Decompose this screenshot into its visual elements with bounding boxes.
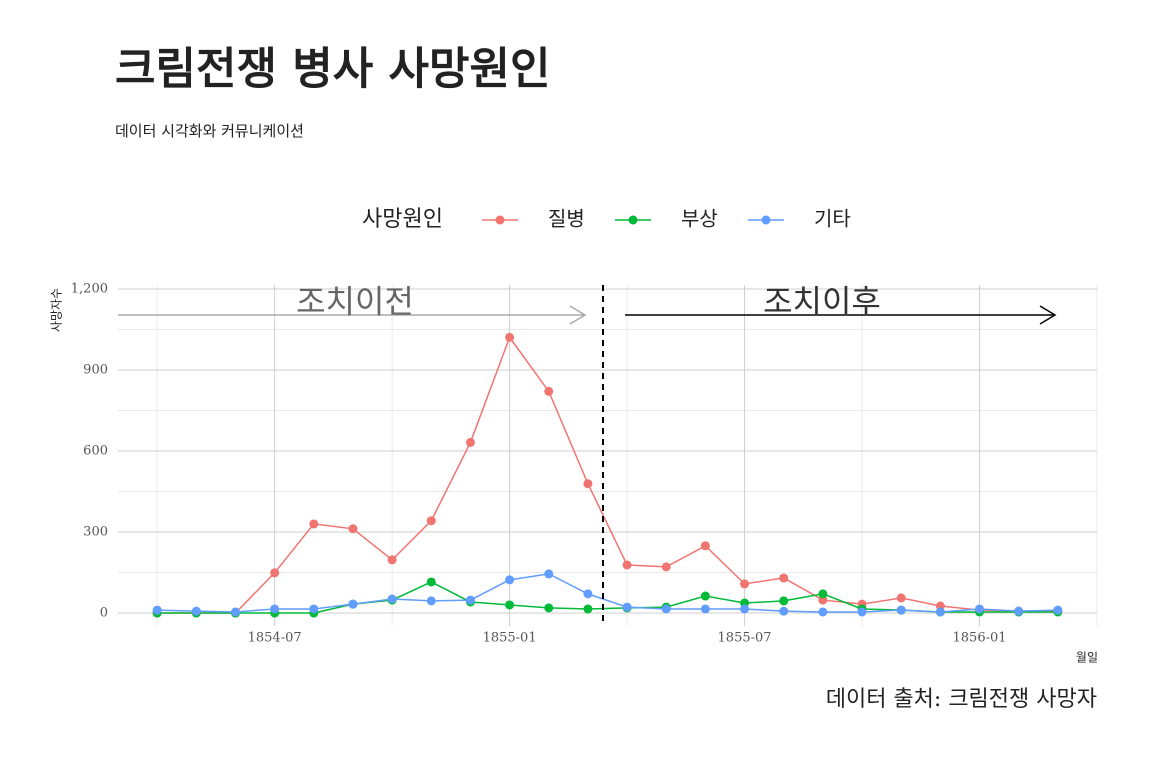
legend-label: 질병	[548, 207, 585, 231]
data-point	[1014, 606, 1024, 616]
data-point	[779, 573, 789, 583]
data-point	[230, 607, 240, 617]
data-point	[779, 606, 789, 616]
legend-label: 기타	[814, 207, 851, 231]
y-tick-label: 600	[83, 444, 108, 459]
data-point	[544, 603, 554, 613]
data-point	[935, 607, 945, 617]
series-line	[157, 573, 1058, 613]
y-tick-label: 1,200	[71, 282, 108, 297]
y-tick-label: 0	[100, 606, 108, 621]
x-tick-label: 1854-07	[248, 631, 302, 646]
data-point	[152, 605, 162, 615]
chart-subtitle: 데이터 시각화와 커뮤니케이션	[115, 122, 304, 140]
data-point	[740, 579, 750, 589]
data-point	[465, 437, 475, 447]
legend-label: 부상	[681, 207, 718, 231]
data-point	[779, 596, 789, 606]
data-point	[700, 591, 710, 601]
data-point	[505, 575, 515, 585]
data-point	[505, 600, 515, 610]
data-point	[387, 555, 397, 565]
data-point	[896, 593, 906, 603]
data-point	[544, 386, 554, 396]
data-point	[583, 589, 593, 599]
legend-key	[761, 215, 771, 225]
data-point	[191, 606, 201, 616]
data-point	[348, 524, 358, 534]
data-point	[700, 541, 710, 551]
caption: 데이터 출처: 크림전쟁 사망자	[826, 687, 1097, 712]
data-point	[270, 604, 280, 614]
series-line	[157, 335, 1058, 614]
data-point	[583, 479, 593, 489]
data-point	[426, 596, 436, 606]
data-point	[465, 595, 475, 605]
annotation: 조치이후	[763, 283, 881, 321]
data-point	[740, 604, 750, 614]
data-point	[348, 599, 358, 609]
x-tick-label: 1855-07	[718, 631, 772, 646]
legend-key	[628, 215, 638, 225]
data-point	[270, 568, 280, 578]
data-point	[622, 560, 632, 570]
data-point	[544, 569, 554, 579]
data-point	[505, 332, 515, 342]
data-point	[661, 604, 671, 614]
data-point	[583, 604, 593, 614]
data-point	[818, 589, 828, 599]
data-point	[622, 602, 632, 612]
plot-area	[118, 285, 1098, 626]
data-point	[309, 519, 319, 529]
data-point	[1053, 605, 1063, 615]
data-point	[426, 577, 436, 587]
data-point	[857, 607, 867, 617]
data-point	[896, 605, 906, 615]
y-tick-label: 300	[83, 525, 108, 540]
arrow-head	[569, 305, 587, 325]
data-point	[818, 595, 828, 605]
legend-key	[495, 215, 505, 225]
chart-title: 크림전쟁 병사 사망원인	[115, 44, 550, 95]
data-point	[387, 594, 397, 604]
y-axis-label: 사망자수	[50, 288, 64, 332]
data-point	[661, 562, 671, 572]
legend-title: 사망원인	[362, 207, 443, 232]
x-axis-label: 월일	[1076, 651, 1098, 665]
y-tick-label: 900	[83, 363, 108, 378]
data-point	[700, 604, 710, 614]
data-point	[975, 604, 985, 614]
data-point	[818, 607, 828, 617]
data-point	[426, 516, 436, 526]
arrow-head	[1039, 305, 1057, 325]
data-point	[309, 604, 319, 614]
x-tick-label: 1855-01	[483, 631, 537, 646]
x-tick-label: 1856-01	[953, 631, 1007, 646]
annotation: 조치이전	[296, 283, 414, 321]
